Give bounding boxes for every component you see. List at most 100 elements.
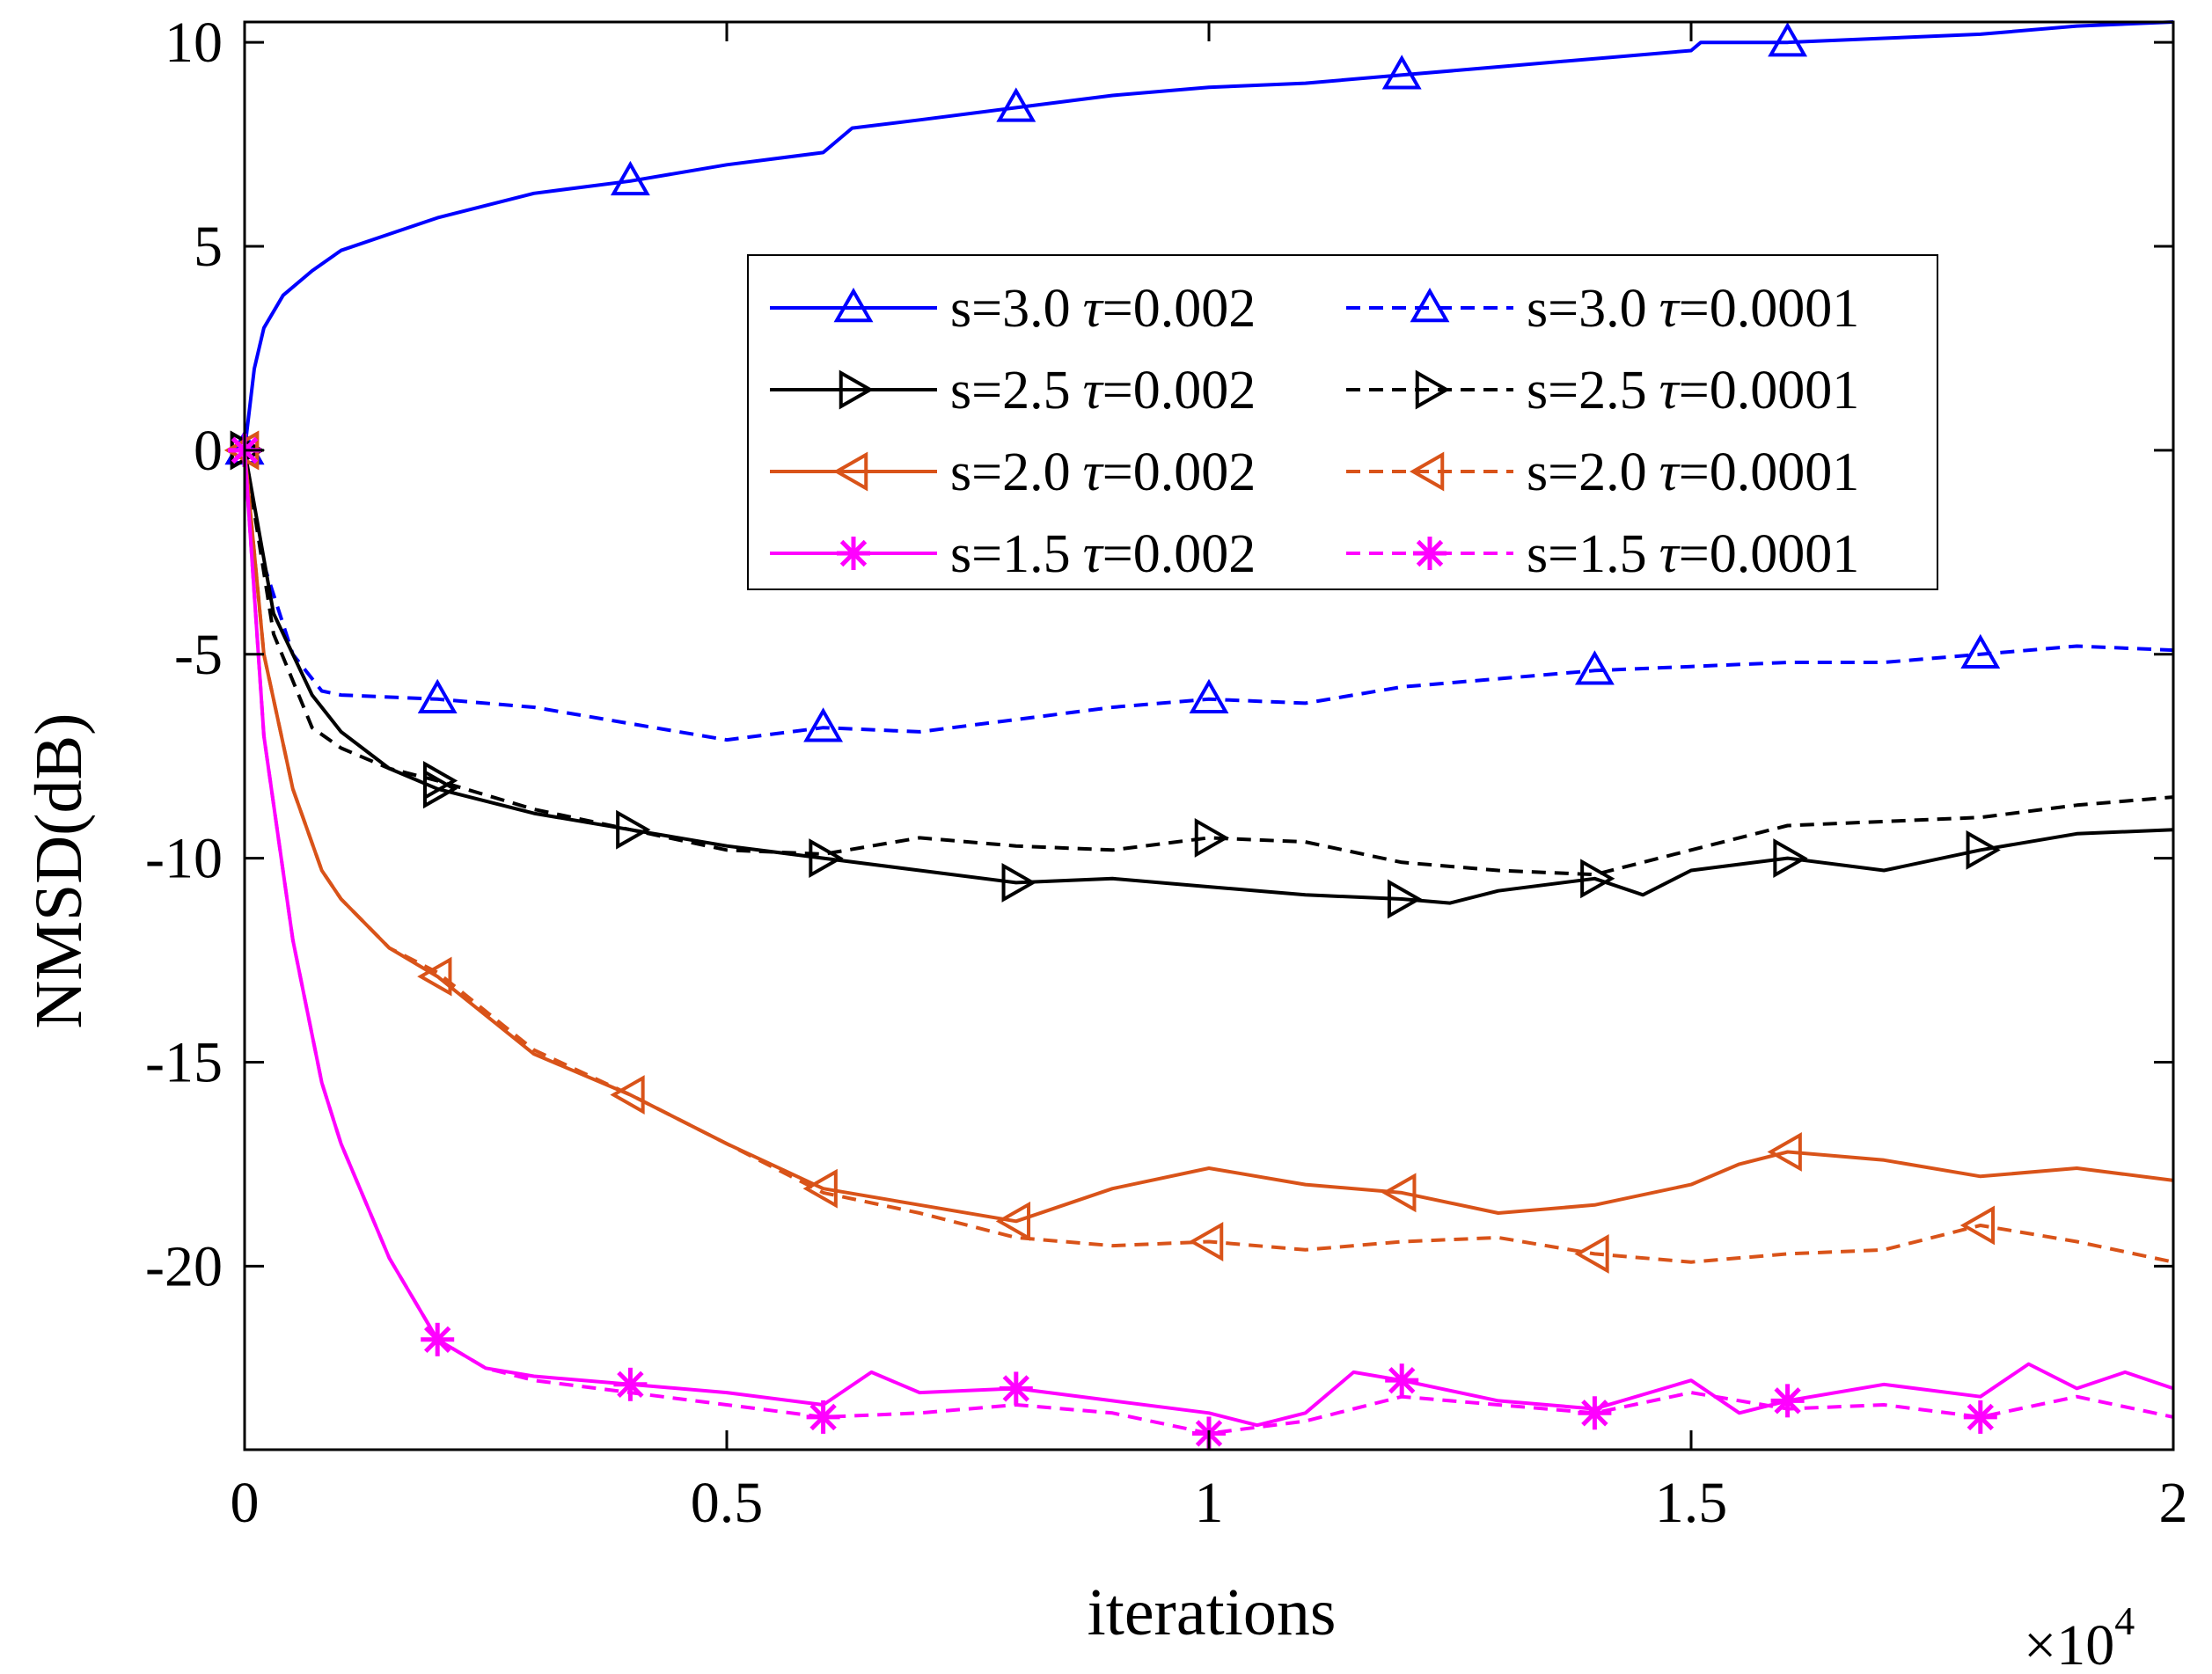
legend-marker-1 bbox=[1410, 287, 1450, 323]
x-tick-label: 2 bbox=[2159, 1471, 2188, 1535]
y-tick-label: 5 bbox=[194, 215, 223, 279]
legend-marker-6 bbox=[837, 537, 870, 570]
legend-marker-3 bbox=[1415, 369, 1451, 410]
plot-area bbox=[223, 20, 2174, 1451]
series-4 bbox=[223, 430, 2174, 1241]
x-multiplier: ×104 bbox=[2024, 1598, 2135, 1674]
series-marker-1-0 bbox=[417, 678, 458, 714]
legend-tau-value: =0.002 bbox=[1102, 279, 1256, 339]
legend-label-7: s=1.5 τ=0.0001 bbox=[1527, 524, 1859, 584]
legend-marker-2 bbox=[839, 369, 875, 410]
series-marker-2-4 bbox=[1387, 879, 1423, 919]
series-marker-6-4-stroke bbox=[1774, 1387, 1801, 1414]
legend-marker-4 bbox=[832, 451, 868, 492]
series-marker-3-1 bbox=[1194, 817, 1230, 858]
series-marker-4-4 bbox=[1381, 1173, 1417, 1213]
series-line-0 bbox=[243, 20, 2174, 451]
legend-s-value: s=2.0 bbox=[950, 442, 1071, 502]
legend-tau-value: =0.0001 bbox=[1679, 442, 1859, 502]
series-line-1 bbox=[243, 450, 2174, 742]
legend-marker-7 bbox=[1413, 537, 1447, 570]
series-7 bbox=[228, 433, 2174, 1451]
series-marker-6-3-stroke bbox=[1388, 1366, 1416, 1394]
series-line-3 bbox=[243, 450, 2174, 877]
y-tick-label: -10 bbox=[145, 827, 223, 891]
x-tick-label: 0.5 bbox=[691, 1471, 764, 1535]
series-line-7 bbox=[243, 450, 2174, 1436]
legend-label-0: s=3.0 τ=0.002 bbox=[950, 279, 1256, 339]
series-marker-4-0 bbox=[417, 956, 452, 997]
legend-tau-value: =0.0001 bbox=[1679, 279, 1859, 339]
legend-tau-symbol: τ bbox=[1083, 524, 1105, 584]
series-marker-2-6 bbox=[1773, 838, 1808, 879]
series-line-4 bbox=[243, 450, 2174, 1224]
legend-tau-value: =0.0001 bbox=[1679, 361, 1859, 420]
legend-marker-5 bbox=[1409, 451, 1445, 492]
legend-s-value: s=1.5 bbox=[950, 524, 1071, 584]
legend-label-4: s=2.0 τ=0.002 bbox=[950, 442, 1256, 502]
series-marker-6-1 bbox=[613, 1367, 648, 1401]
legend-tau-symbol: τ bbox=[1083, 442, 1105, 502]
y-tick-label: 10 bbox=[165, 11, 223, 75]
series-line-6 bbox=[243, 450, 2174, 1428]
series-marker-5-1 bbox=[1574, 1233, 1609, 1274]
series-marker-3-0 bbox=[422, 761, 458, 800]
legend-s-value: s=3.0 bbox=[1527, 279, 1647, 339]
series-marker-2-1 bbox=[616, 809, 651, 850]
x-multiplier-exponent: 4 bbox=[2114, 1598, 2135, 1643]
series-marker-5-2 bbox=[1959, 1205, 1996, 1246]
legend-marker-6-stroke bbox=[839, 539, 868, 567]
legend-label-2: s=2.5 τ=0.002 bbox=[950, 361, 1256, 420]
series-marker-0-1 bbox=[996, 87, 1036, 122]
legend-tau-symbol: τ bbox=[1659, 442, 1681, 502]
series-marker-7-3-stroke bbox=[1967, 1403, 1995, 1431]
series-marker-2-5 bbox=[1580, 859, 1615, 899]
series-marker-7-0 bbox=[806, 1400, 840, 1434]
y-tick-label: -20 bbox=[145, 1234, 223, 1298]
series-marker-6-2 bbox=[999, 1371, 1033, 1406]
legend-label-6: s=1.5 τ=0.002 bbox=[950, 524, 1256, 584]
series-marker-7-2-stroke bbox=[1581, 1400, 1608, 1427]
series-marker-4-1 bbox=[610, 1075, 645, 1115]
series-marker-4-2 bbox=[802, 1168, 838, 1209]
series-marker-6-3 bbox=[1385, 1363, 1419, 1398]
series-marker-1-4 bbox=[1960, 633, 2001, 669]
x-tick-label: 0 bbox=[231, 1471, 260, 1535]
y-tick-label: 0 bbox=[194, 419, 223, 483]
series-marker-2-7 bbox=[1966, 830, 2001, 870]
y-tick-label: -5 bbox=[174, 623, 223, 687]
x-multiplier-base: ×10 bbox=[2024, 1613, 2114, 1674]
legend-tau-symbol: τ bbox=[1659, 524, 1681, 584]
series-marker-7-2 bbox=[1578, 1396, 1612, 1430]
x-tick-label: 1.5 bbox=[1655, 1471, 1728, 1535]
legend-s-value: s=2.0 bbox=[1527, 442, 1647, 502]
legend-tau-value: =0.002 bbox=[1102, 442, 1256, 502]
series-marker-7-3 bbox=[1963, 1400, 1997, 1434]
series-marker-6-1-stroke bbox=[617, 1371, 644, 1399]
y-axis-label: NMSD(dB) bbox=[22, 713, 96, 1029]
legend-box bbox=[747, 254, 1938, 590]
series-marker-6-2-stroke bbox=[1002, 1375, 1030, 1402]
x-axis-label: iterations bbox=[1088, 1575, 1337, 1649]
x-tick-label: 1 bbox=[1195, 1471, 1224, 1535]
y-tick-label: -15 bbox=[145, 1030, 223, 1094]
legend-s-value: s=1.5 bbox=[1527, 524, 1647, 584]
series-marker-4-3 bbox=[995, 1201, 1031, 1241]
legend-tau-value: =0.002 bbox=[1102, 524, 1256, 584]
series-marker-0-2 bbox=[1381, 55, 1422, 90]
series-marker-1-1 bbox=[803, 707, 844, 742]
series-marker-0-3 bbox=[1768, 22, 1808, 57]
series-line-2 bbox=[243, 450, 2174, 905]
series-marker-2-3 bbox=[1001, 862, 1036, 903]
legend-s-value: s=2.5 bbox=[950, 361, 1071, 420]
legend-tau-symbol: τ bbox=[1659, 279, 1681, 339]
series-line-5 bbox=[243, 450, 2174, 1264]
legend-marker-0 bbox=[833, 287, 874, 323]
series-marker-4-5 bbox=[1767, 1132, 1802, 1172]
legend-tau-value: =0.002 bbox=[1102, 361, 1256, 420]
legend-tau-symbol: τ bbox=[1083, 361, 1105, 420]
legend-tau-symbol: τ bbox=[1659, 361, 1681, 420]
axes-frame bbox=[243, 20, 2175, 1451]
